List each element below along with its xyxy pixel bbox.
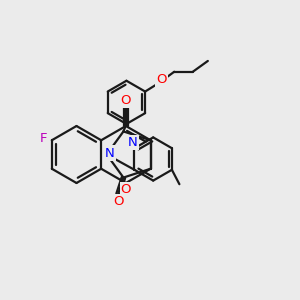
Text: N: N [105, 146, 115, 160]
Text: O: O [113, 195, 123, 208]
Text: O: O [121, 94, 131, 107]
Text: F: F [40, 132, 47, 145]
Text: O: O [121, 183, 131, 196]
Text: O: O [156, 73, 167, 86]
Text: N: N [128, 136, 138, 149]
